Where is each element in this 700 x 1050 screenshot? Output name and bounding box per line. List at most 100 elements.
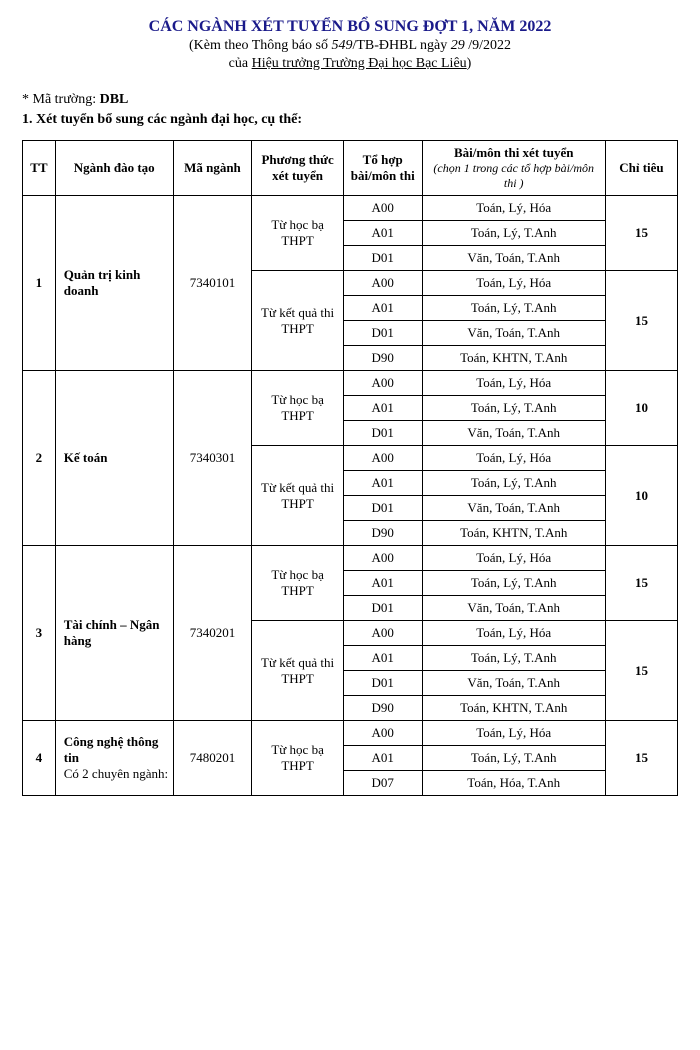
cell-mon: Toán, KHTN, T.Anh [422,521,605,546]
cell-tohop: D07 [343,771,422,796]
table-row: 1Quản trị kinh doanh7340101Từ học bạ THP… [23,196,678,221]
cell-mon: Văn, Toán, T.Anh [422,246,605,271]
cell-chitieu: 10 [605,371,677,446]
cell-phuongthuc: Từ kết quả thi THPT [252,621,344,721]
cell-chitieu: 15 [605,196,677,271]
cell-tt: 1 [23,196,56,371]
table-row: 3Tài chính – Ngân hàng7340201Từ học bạ T… [23,546,678,571]
cell-mon: Toán, Lý, Hóa [422,721,605,746]
subtitle-suffix: /9/2022 [465,38,511,53]
cell-tohop: A00 [343,546,422,571]
subtitle-line-1: (Kèm theo Thông báo số 549/TB-ĐHBL ngày … [22,38,678,54]
cell-nganh: Công nghệ thông tinCó 2 chuyên ngành: [55,721,173,796]
cell-mon: Toán, Lý, T.Anh [422,296,605,321]
cell-nganh: Kế toán [55,371,173,546]
cell-mon: Văn, Toán, T.Anh [422,496,605,521]
cell-mon: Văn, Toán, T.Anh [422,596,605,621]
school-code: DBL [100,92,129,107]
subtitle-line-2: của Hiệu trưởng Trường Đại học Bạc Liêu) [22,56,678,72]
cell-mon: Toán, Lý, Hóa [422,546,605,571]
cell-tt: 3 [23,546,56,721]
cell-mon: Toán, Lý, Hóa [422,371,605,396]
cell-phuongthuc: Từ học bạ THPT [252,546,344,621]
cell-mon: Văn, Toán, T.Anh [422,321,605,346]
subtitle-mid: /TB-ĐHBL ngày [352,38,450,53]
cell-tohop: D01 [343,421,422,446]
cell-tohop: D01 [343,246,422,271]
cell-chitieu: 15 [605,546,677,621]
col-chitieu: Chỉ tiêu [605,141,677,196]
tb-number: 549 [331,38,352,53]
school-code-label: * Mã trường: [22,92,100,107]
cell-ma: 7340201 [173,546,252,721]
cell-mon: Toán, KHTN, T.Anh [422,696,605,721]
cell-tohop: A01 [343,471,422,496]
majors-table: TT Ngành đào tạo Mã ngành Phương thức xé… [22,140,678,796]
cell-ma: 7340301 [173,371,252,546]
cell-nganh: Quản trị kinh doanh [55,196,173,371]
cell-ma: 7480201 [173,721,252,796]
cell-mon: Toán, Lý, T.Anh [422,396,605,421]
cell-tohop: A00 [343,371,422,396]
cell-tohop: D01 [343,496,422,521]
cell-mon: Toán, Lý, Hóa [422,196,605,221]
cell-tohop: A00 [343,196,422,221]
table-header-row: TT Ngành đào tạo Mã ngành Phương thức xé… [23,141,678,196]
table-row: 4Công nghệ thông tinCó 2 chuyên ngành:74… [23,721,678,746]
cell-tohop: D01 [343,321,422,346]
cell-mon: Văn, Toán, T.Anh [422,671,605,696]
cell-tohop: D90 [343,696,422,721]
col-mon: Bài/môn thi xét tuyển (chọn 1 trong các … [422,141,605,196]
col-tohop: Tổ hợp bài/môn thi [343,141,422,196]
cell-phuongthuc: Từ học bạ THPT [252,721,344,796]
col-mon-main: Bài/môn thi xét tuyển [454,145,574,160]
cell-mon: Toán, Lý, Hóa [422,271,605,296]
cell-tt: 2 [23,371,56,546]
cell-ma: 7340101 [173,196,252,371]
table-row: 2Kế toán7340301Từ học bạ THPTA00Toán, Lý… [23,371,678,396]
cell-phuongthuc: Từ học bạ THPT [252,371,344,446]
tb-day: 29 [451,38,465,53]
cell-tohop: D01 [343,596,422,621]
cell-tohop: A01 [343,571,422,596]
cell-tohop: A01 [343,296,422,321]
subtitle2-prefix: của [229,56,252,71]
cell-tohop: D90 [343,521,422,546]
cell-tohop: A01 [343,646,422,671]
cell-tohop: A01 [343,221,422,246]
cell-nganh: Tài chính – Ngân hàng [55,546,173,721]
cell-chitieu: 15 [605,271,677,371]
col-ma: Mã ngành [173,141,252,196]
cell-mon: Toán, Lý, T.Anh [422,646,605,671]
cell-chitieu: 10 [605,446,677,546]
cell-mon: Toán, Hóa, T.Anh [422,771,605,796]
cell-mon: Toán, Lý, T.Anh [422,221,605,246]
cell-mon: Toán, KHTN, T.Anh [422,346,605,371]
subtitle-prefix: (Kèm theo Thông báo số [189,38,331,53]
cell-mon: Toán, Lý, T.Anh [422,571,605,596]
cell-mon: Toán, Lý, Hóa [422,446,605,471]
cell-tohop: A00 [343,721,422,746]
issuer: Hiệu trưởng Trường Đại học Bạc Liêu [252,56,467,71]
cell-mon: Toán, Lý, T.Anh [422,471,605,496]
cell-chitieu: 15 [605,721,677,796]
cell-tohop: A00 [343,271,422,296]
cell-tohop: A01 [343,396,422,421]
cell-mon: Toán, Lý, Hóa [422,621,605,646]
cell-mon: Toán, Lý, T.Anh [422,746,605,771]
subtitle2-suffix: ) [467,56,472,71]
col-nganh: Ngành đào tạo [55,141,173,196]
cell-mon: Văn, Toán, T.Anh [422,421,605,446]
cell-tohop: D01 [343,671,422,696]
cell-tt: 4 [23,721,56,796]
section-heading: 1. Xét tuyển bổ sung các ngành đại học, … [22,112,678,128]
cell-tohop: A00 [343,446,422,471]
col-tt: TT [23,141,56,196]
cell-chitieu: 15 [605,621,677,721]
cell-phuongthuc: Từ kết quả thi THPT [252,271,344,371]
cell-tohop: A01 [343,746,422,771]
cell-phuongthuc: Từ kết quả thi THPT [252,446,344,546]
school-code-line: * Mã trường: DBL [22,92,678,108]
cell-phuongthuc: Từ học bạ THPT [252,196,344,271]
col-phuongthuc: Phương thức xét tuyển [252,141,344,196]
